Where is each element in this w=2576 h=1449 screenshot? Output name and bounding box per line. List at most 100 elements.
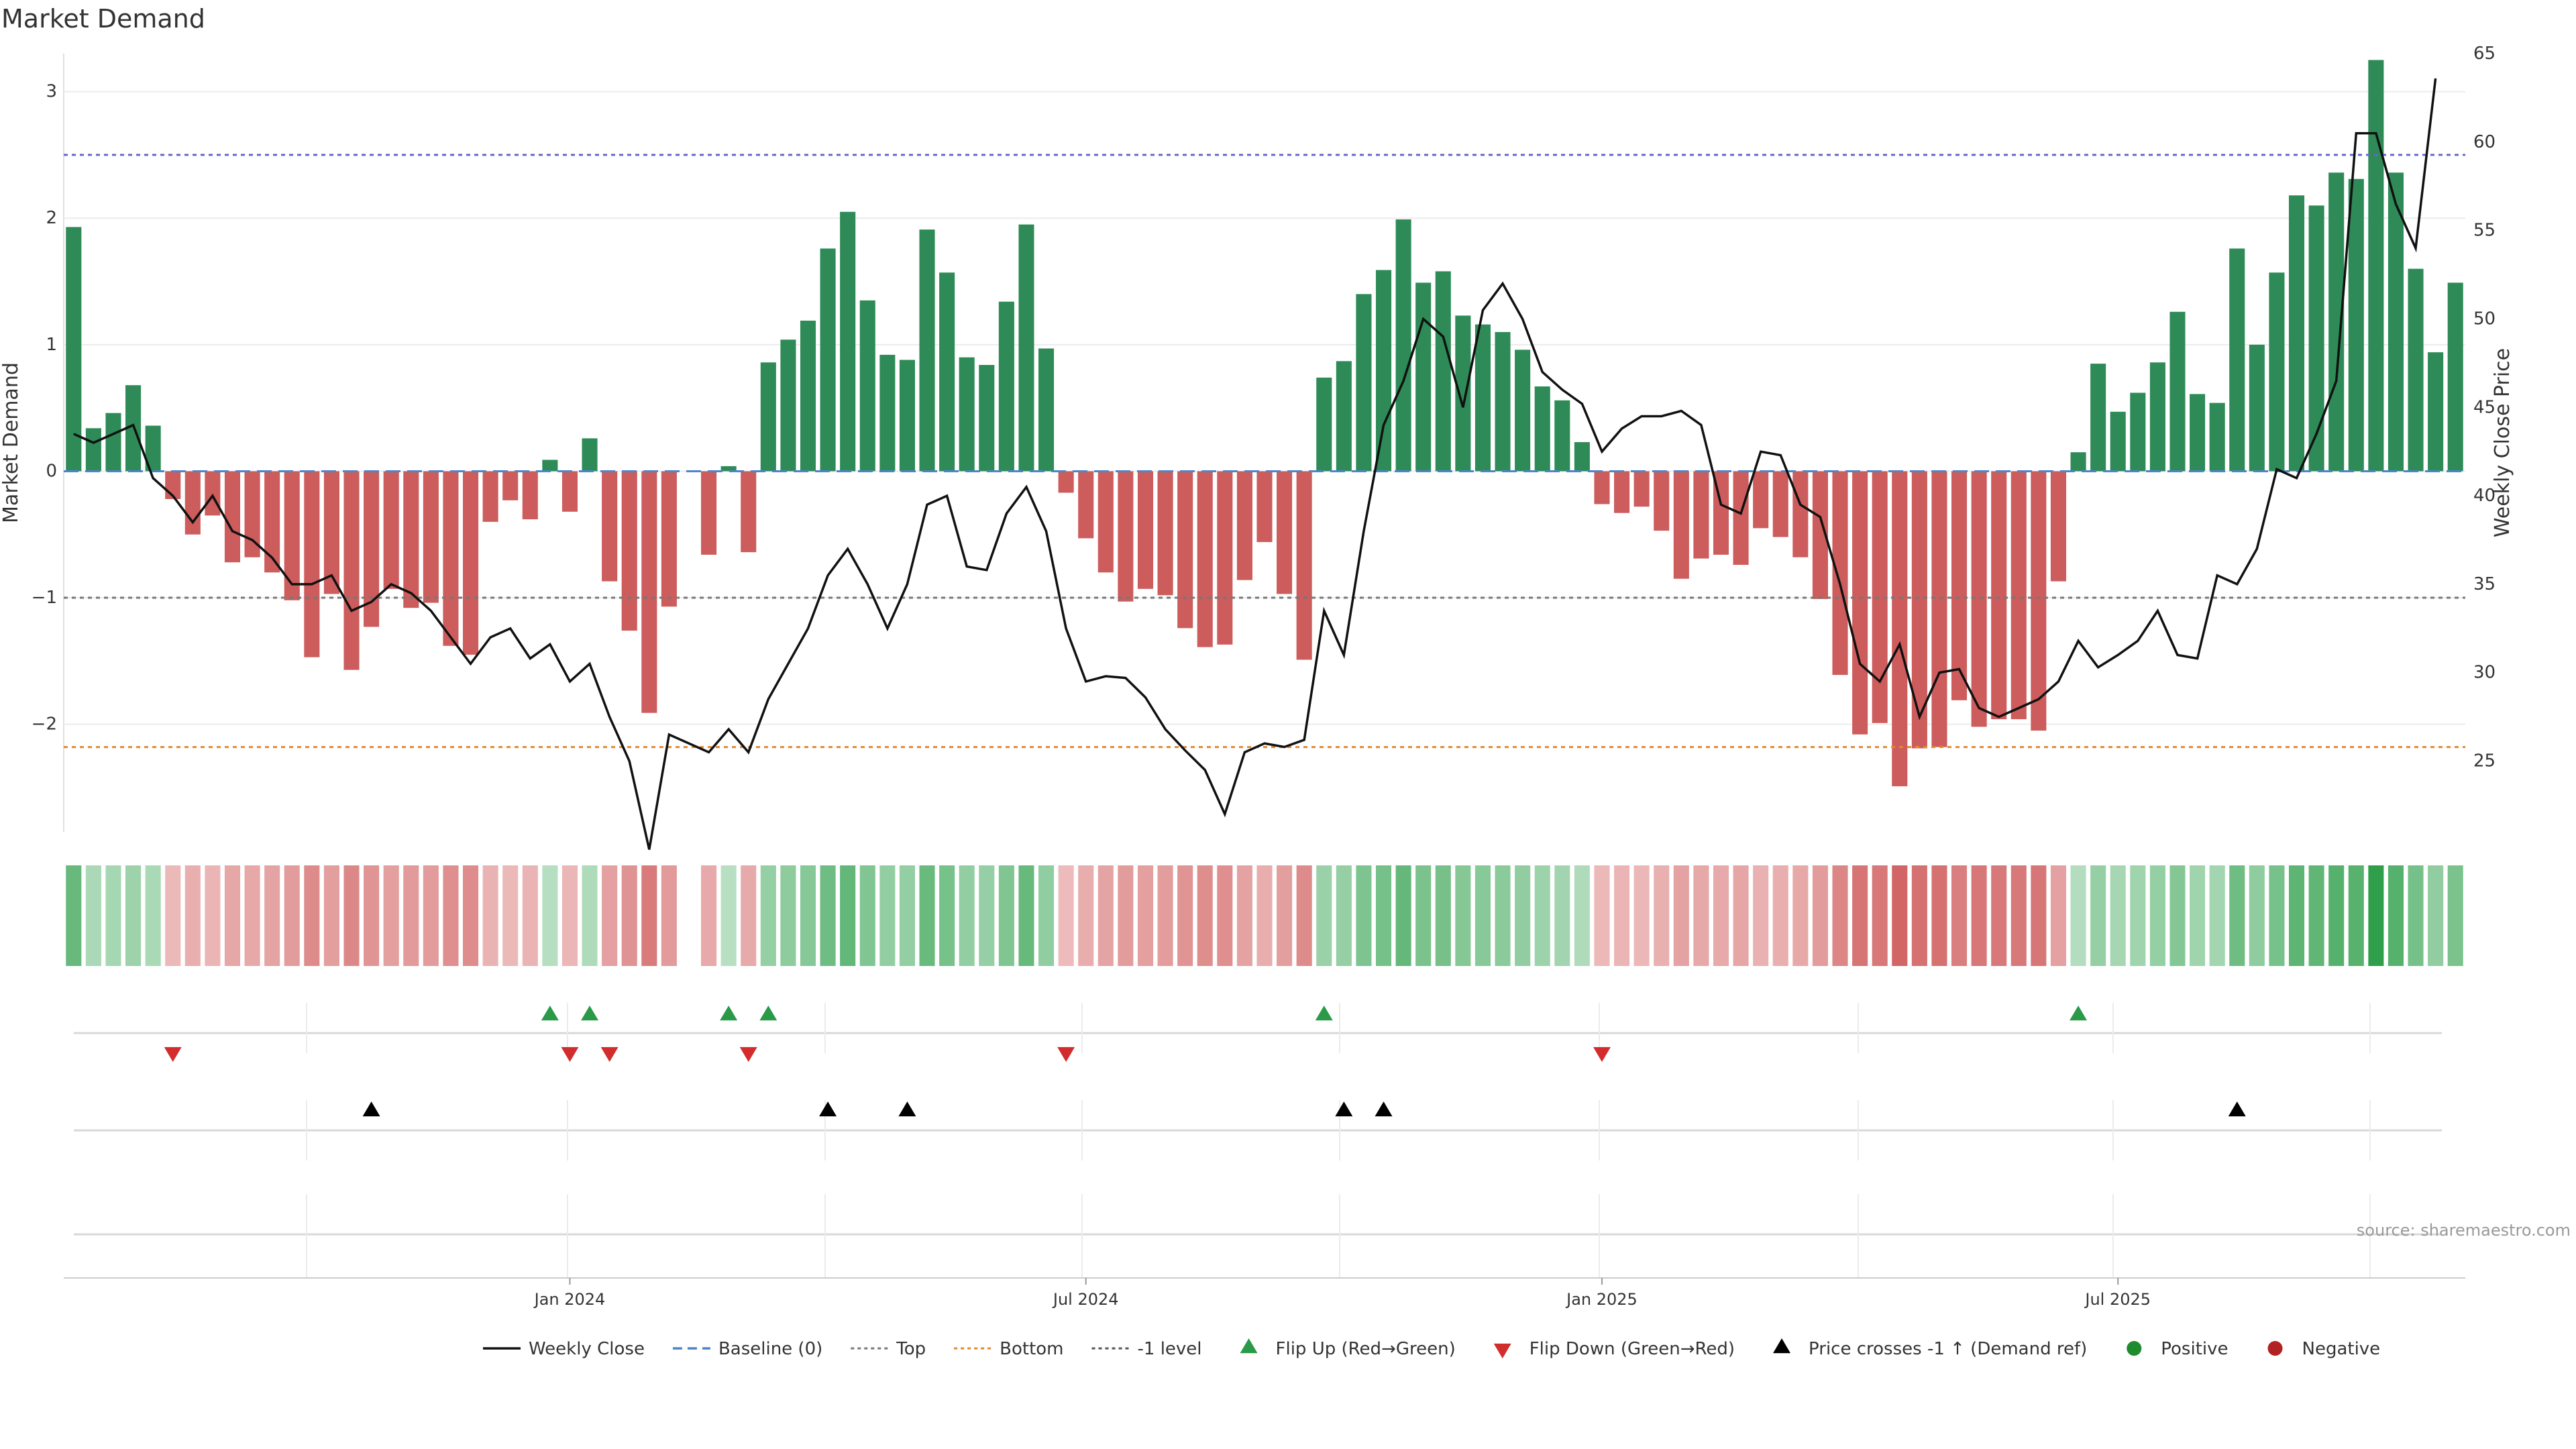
legend-label: Negative <box>2302 1339 2381 1359</box>
bar-negative <box>1693 471 1709 559</box>
price-line <box>73 78 2437 850</box>
bar-positive <box>2209 402 2225 472</box>
bar-negative <box>264 471 280 573</box>
heat-cell <box>1971 865 1987 966</box>
source-credit: source: sharemaestro.com <box>2356 1221 2571 1240</box>
heat-cell <box>879 865 896 966</box>
heat-cell <box>1812 865 1828 966</box>
heat-cell <box>1395 865 1411 966</box>
bar-negative <box>482 471 498 522</box>
y2-tick-label: 45 <box>2473 397 2496 417</box>
heat-cell <box>502 865 519 966</box>
heat-cell <box>2328 865 2345 966</box>
bar-negative <box>1097 471 1114 573</box>
bar-positive <box>760 362 776 472</box>
heat-cell <box>2190 865 2206 966</box>
heat-cell <box>224 865 241 966</box>
x-tick-label: Jan 2024 <box>533 1290 606 1309</box>
heat-cell <box>2010 865 2027 966</box>
flip-up-marker <box>541 1006 559 1021</box>
legend-label: -1 level <box>1138 1339 1202 1359</box>
heat-cell <box>780 865 796 966</box>
heat-cell <box>343 865 360 966</box>
heat-cell <box>1097 865 1114 966</box>
heat-cell <box>1554 865 1570 966</box>
flip-up-marker <box>720 1006 738 1021</box>
bar-positive <box>145 425 161 472</box>
y2-axis-title: Weekly Close Price <box>2491 348 2514 537</box>
heat-cell <box>661 865 677 966</box>
legend-label: Flip Up (Red→Green) <box>1276 1339 1456 1359</box>
heat-cell <box>1356 865 1372 966</box>
heat-cell <box>720 865 737 966</box>
bar-positive <box>2070 452 2086 472</box>
bar-negative <box>1832 471 1848 676</box>
heat-cell <box>304 865 320 966</box>
bar-positive <box>998 301 1014 472</box>
bar-negative <box>1753 471 1769 529</box>
bar-negative <box>1157 471 1173 596</box>
bar-positive <box>2110 411 2126 472</box>
legend-label: Flip Down (Green→Red) <box>1529 1339 1735 1359</box>
bar-negative <box>1217 471 1233 645</box>
bar-positive <box>1455 315 1471 472</box>
heat-cell <box>1018 865 1034 966</box>
y2-tick-label: 60 <box>2473 132 2496 152</box>
heat-cell <box>1574 865 1590 966</box>
heat-cell <box>820 865 836 966</box>
chart-title: Market Demand <box>1 4 205 34</box>
y2-tick-label: 40 <box>2473 486 2496 506</box>
heat-cell <box>1058 865 1074 966</box>
heat-cell <box>2229 865 2245 966</box>
heat-cell <box>244 865 260 966</box>
bar-positive <box>1534 386 1550 472</box>
bar-negative <box>641 471 657 713</box>
heat-cell <box>1911 865 1927 966</box>
bar-positive <box>1375 270 1392 472</box>
y2-tick-label: 35 <box>2473 574 2496 594</box>
bar-negative <box>621 471 637 631</box>
bar-negative <box>1296 471 1312 660</box>
heat-cell <box>1157 865 1173 966</box>
bar-positive <box>2130 392 2146 472</box>
flip-down-marker <box>164 1046 182 1062</box>
bar-negative <box>1137 471 1154 589</box>
heat-cell <box>443 865 459 966</box>
bar-negative <box>343 471 360 670</box>
heat-cell <box>1038 865 1055 966</box>
heat-cell <box>1594 865 1610 966</box>
heat-cell <box>1455 865 1471 966</box>
bar-positive <box>66 227 82 472</box>
bar-negative <box>1772 471 1788 537</box>
heat-cell <box>1633 865 1650 966</box>
heat-cell <box>2368 865 2384 966</box>
bar-positive <box>1554 400 1570 472</box>
heat-cell <box>1236 865 1252 966</box>
bar-positive <box>899 360 915 472</box>
heat-cell <box>2447 865 2463 966</box>
heat-cell <box>1277 865 1293 966</box>
heat-cell <box>1713 865 1729 966</box>
heat-cell <box>2130 865 2146 966</box>
heat-cell <box>582 865 598 966</box>
bar-negative <box>1911 471 1927 749</box>
bar-positive <box>1415 282 1432 472</box>
heat-cell <box>2408 865 2424 966</box>
heat-cell <box>482 865 498 966</box>
bar-positive <box>2328 172 2345 472</box>
heat-cell <box>2110 865 2126 966</box>
heat-cell <box>621 865 637 966</box>
bar-positive <box>1336 361 1352 472</box>
heat-cell <box>1137 865 1154 966</box>
y2-tick-label: 30 <box>2473 663 2496 683</box>
heat-cell <box>741 865 757 966</box>
bar-positive <box>1356 294 1372 472</box>
heat-cell <box>542 865 558 966</box>
legend-swatch <box>2267 1341 2283 1356</box>
y2-tick-label: 55 <box>2473 221 2496 241</box>
heat-cell <box>602 865 618 966</box>
heat-cell <box>66 865 82 966</box>
bar-negative <box>522 471 538 520</box>
bar-negative <box>1812 471 1828 599</box>
heat-cell <box>1772 865 1788 966</box>
